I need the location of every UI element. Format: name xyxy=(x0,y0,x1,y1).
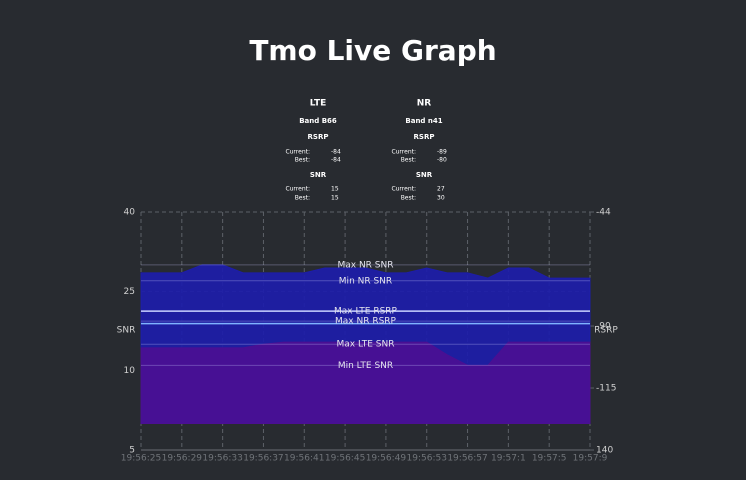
stat-label: Best: xyxy=(295,157,310,164)
x-tick-label: 19:56:49 xyxy=(366,454,407,464)
stat-heading: SNR xyxy=(310,171,327,179)
y-axis-label: SNR xyxy=(117,326,136,336)
annotation-label: Max LTE SNR xyxy=(337,340,395,350)
stat-label: Current: xyxy=(391,149,416,156)
y2-tick-label: -90 xyxy=(596,322,611,332)
annotation-label: Max NR RSRP xyxy=(335,317,397,327)
x-tick-label: 19:56:45 xyxy=(325,454,365,464)
stat-value: 15 xyxy=(331,186,339,193)
y2-tick-label: -115 xyxy=(596,384,616,394)
x-tick-label: 19:56:57 xyxy=(447,454,487,464)
x-tick-label: 19:57:1 xyxy=(491,454,526,464)
x-tick-label: 19:56:53 xyxy=(407,454,447,464)
y-tick-label: 25 xyxy=(124,287,135,297)
y-tick-label: 40 xyxy=(124,208,136,218)
stat-label: Best: xyxy=(401,157,416,164)
stat-heading: RSRP xyxy=(308,133,329,141)
stat-heading: RSRP xyxy=(414,133,435,141)
annotation-label: Max LTE RSRP xyxy=(334,307,398,317)
x-tick-label: 19:56:37 xyxy=(243,454,283,464)
stat-name: LTE xyxy=(310,99,327,109)
page-title: Tmo Live Graph xyxy=(249,34,496,67)
stat-label: Best: xyxy=(295,195,310,202)
stat-value: 27 xyxy=(437,186,445,193)
x-tick-label: 19:56:25 xyxy=(121,454,161,464)
x-tick-label: 19:56:41 xyxy=(284,454,324,464)
stat-value: -80 xyxy=(437,157,447,164)
y2-tick-label: 140 xyxy=(596,446,613,456)
stat-value: -89 xyxy=(437,149,447,156)
stat-label: Current: xyxy=(391,186,416,193)
stat-label: Best: xyxy=(401,195,416,202)
stat-band: Band B66 xyxy=(299,117,337,125)
stat-value: -84 xyxy=(331,149,341,156)
y-tick-label: 10 xyxy=(124,366,136,376)
area xyxy=(140,341,591,425)
stat-heading: SNR xyxy=(416,171,433,179)
annotation-label: Min NR SNR xyxy=(339,276,392,286)
stat-value: 15 xyxy=(331,195,339,202)
x-tick-label: 19:57:9 xyxy=(573,454,608,464)
stat-label: Current: xyxy=(285,149,310,156)
x-tick-label: 19:56:33 xyxy=(202,454,242,464)
stat-name: NR xyxy=(417,99,432,109)
annotation-label: Min LTE SNR xyxy=(338,361,393,371)
y2-axis-label: RSRP xyxy=(594,326,618,336)
x-tick-label: 19:57:5 xyxy=(532,454,567,464)
stat-value: 30 xyxy=(437,195,445,202)
annotation-label: Max NR SNR xyxy=(337,260,393,270)
stat-label: Current: xyxy=(285,186,310,193)
x-tick-label: 19:56:29 xyxy=(162,454,203,464)
stat-band: Band n41 xyxy=(405,117,442,125)
stat-value: -84 xyxy=(331,157,341,164)
y-tick-label: 5 xyxy=(129,446,135,456)
y2-tick-label: -44 xyxy=(596,208,611,218)
